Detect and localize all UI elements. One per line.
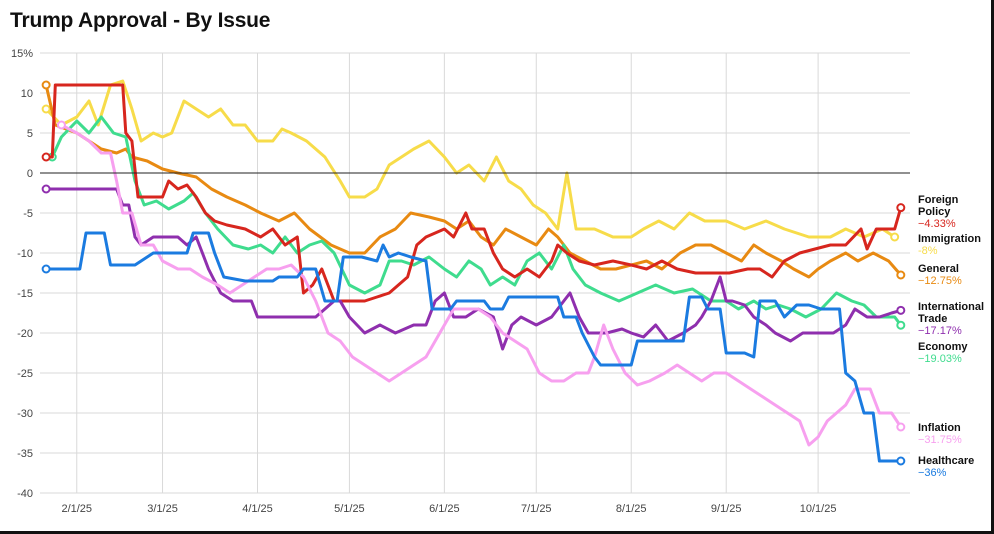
series-end-marker-inflation <box>896 422 906 432</box>
end-label-immigration: Immigration-8% <box>918 233 981 257</box>
x-tick-label: 2/1/25 <box>61 503 92 515</box>
axis-layer: 15% 10 5 0 -5 -10 -15 -20 -25 -30 -35 -40 2/1/25 3/1/… <box>11 48 910 515</box>
end-label-economy: Economy−19.03% <box>918 341 968 365</box>
y-tick-label: -15 <box>17 288 33 300</box>
series-start-marker-foreign-policy <box>41 152 51 162</box>
y-tick-label: -30 <box>17 408 33 420</box>
series-start-marker-immigration <box>41 104 51 114</box>
y-tick-label: 15% <box>11 48 33 60</box>
series-end-marker-economy <box>896 320 906 330</box>
series-name-label: Economy <box>918 341 968 353</box>
series-value-label: -8% <box>918 245 938 257</box>
x-tick-label: 8/1/25 <box>616 503 647 515</box>
series-end-marker-foreign-policy <box>896 203 906 213</box>
series-line-economy <box>50 115 903 327</box>
end-label-inflation: Inflation−31.75% <box>918 422 962 446</box>
series-value-label: −12.75% <box>918 275 962 287</box>
series-start-marker-general <box>41 80 51 90</box>
series-start-marker-healthcare <box>41 264 51 274</box>
series-end-marker-international-trade <box>896 305 906 315</box>
x-tick-label: 4/1/25 <box>242 503 273 515</box>
end-label-general: General−12.75% <box>918 263 962 287</box>
series-value-label: −36% <box>918 467 947 479</box>
series-name-label: General <box>918 263 959 275</box>
series-end-marker-general <box>896 270 906 280</box>
series-line-healthcare <box>44 231 903 463</box>
y-tick-label: 0 <box>27 168 33 180</box>
series-value-label: −19.03% <box>918 353 962 365</box>
series-end-marker-healthcare <box>896 456 906 466</box>
series-line-general <box>44 83 903 279</box>
series-line-immigration <box>44 79 897 239</box>
end-label-healthcare: Healthcare−36% <box>918 455 974 479</box>
series-start-marker-inflation <box>56 120 66 130</box>
y-tick-label: -25 <box>17 368 33 380</box>
series-name-label: Foreign <box>918 194 959 206</box>
x-tick-label: 6/1/25 <box>429 503 460 515</box>
series-line-inflation <box>59 123 903 447</box>
series-start-marker-international-trade <box>41 184 51 194</box>
series-name-label: Inflation <box>918 422 961 434</box>
series-name-label: Policy <box>918 206 951 218</box>
series-end-marker-immigration <box>890 232 900 242</box>
y-tick-label: -10 <box>17 248 33 260</box>
series-name-label: International <box>918 301 984 313</box>
series-line-foreign-policy <box>44 83 903 303</box>
series-name-label: Trade <box>918 313 947 325</box>
x-tick-label: 5/1/25 <box>334 503 365 515</box>
series-value-label: −17.17% <box>918 325 962 337</box>
chart-title: Trump Approval - By Issue <box>10 9 271 32</box>
x-tick-label: 3/1/25 <box>147 503 178 515</box>
grid-layer <box>40 52 910 494</box>
y-tick-label: 10 <box>21 88 33 100</box>
y-tick-label: -20 <box>17 328 33 340</box>
y-tick-label: -5 <box>23 208 33 220</box>
series-name-label: Immigration <box>918 233 981 245</box>
x-tick-label: 7/1/25 <box>521 503 552 515</box>
x-tick-label: 9/1/25 <box>711 503 742 515</box>
y-tick-label: -40 <box>17 488 33 500</box>
x-tick-label: 10/1/25 <box>800 503 837 515</box>
series-value-label: −4.33% <box>918 218 956 230</box>
y-tick-label: -35 <box>17 448 33 460</box>
end-label-layer: Immigration-8% General−12.75% Economy−19.0… <box>918 194 984 479</box>
series-layer <box>41 79 906 466</box>
series-value-label: −31.75% <box>918 434 962 446</box>
y-tick-label: 5 <box>27 128 33 140</box>
series-name-label: Healthcare <box>918 455 974 467</box>
